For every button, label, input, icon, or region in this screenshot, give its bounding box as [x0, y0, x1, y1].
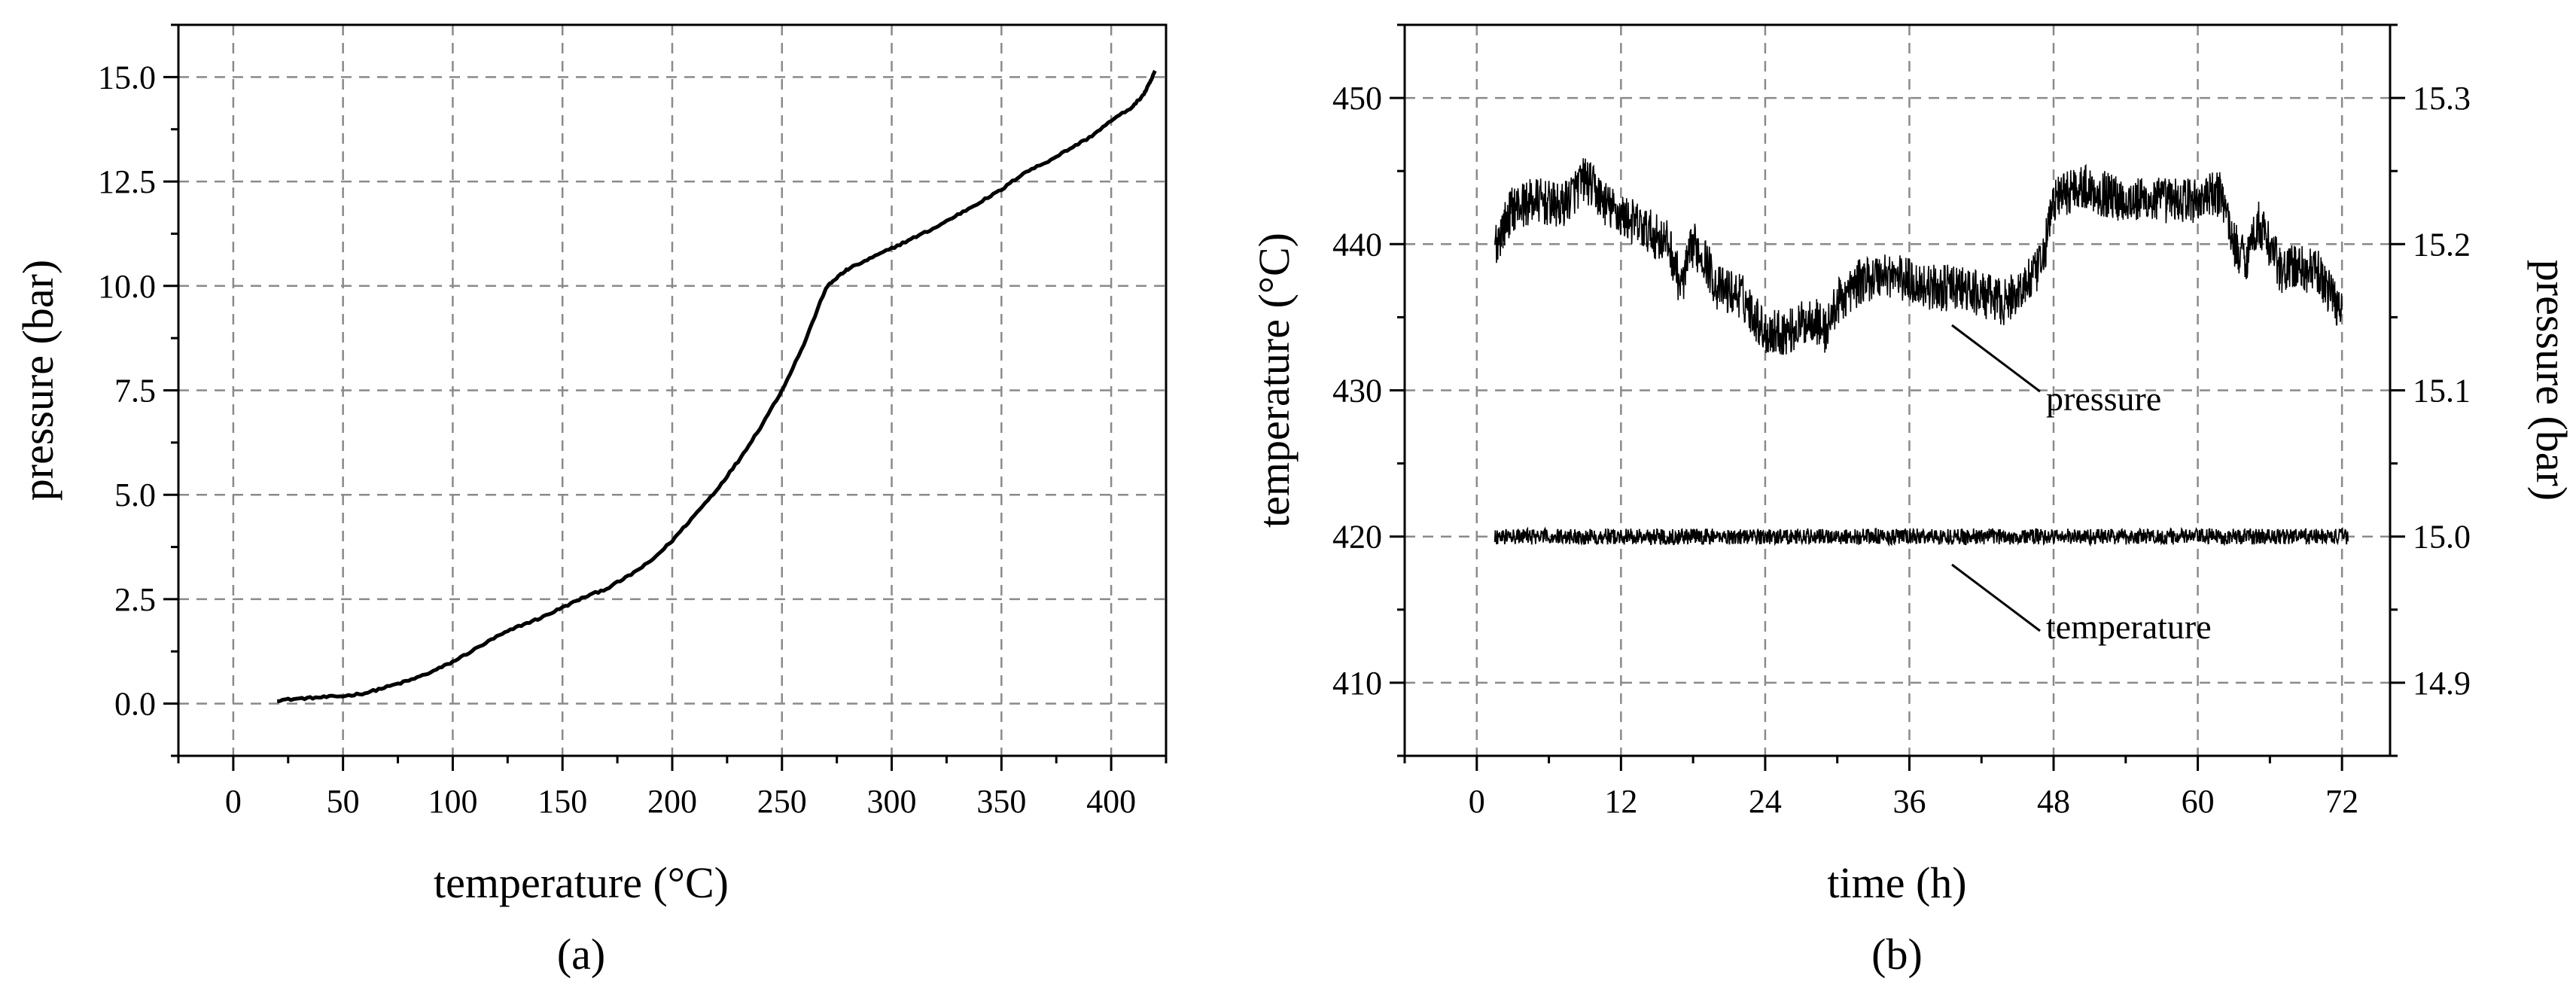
panel-a-y-axis-title: pressure (bar): [14, 260, 62, 501]
panel-b-temperature-leader-line: [1951, 563, 2041, 632]
panel-b-frame: [1403, 23, 2392, 757]
panel-b-y-axis-title: temperature (°C): [1250, 233, 1299, 528]
panel-b-y2-tick-label: 15.2: [2413, 226, 2471, 263]
panel-b-pressure-annotation: pressure: [2046, 379, 2161, 418]
panel-a-y-tick-label: 7.5: [114, 373, 156, 410]
panel-a-y-tick-label: 10.0: [98, 268, 156, 305]
panel-a-y-tick-label: 12.5: [98, 163, 156, 200]
panel-b-label: (b): [1871, 930, 1923, 979]
panel-a-y-tick-label: 15.0: [98, 59, 156, 96]
panel-b-grid: [1405, 25, 2390, 756]
panel-a-y-tick-label: 2.5: [114, 581, 156, 618]
panel-b-annotations: pressure temperature: [1951, 324, 2212, 646]
panel-b-pressure-series-line: [1494, 158, 2343, 355]
panel-b-y-tick-label: 440: [1332, 226, 1382, 263]
panel-a-y-tick-label: 5.0: [114, 477, 156, 513]
panel-b-x-tick-label: 60: [2182, 783, 2215, 820]
panel-a-x-tick-label: 250: [757, 783, 807, 820]
panel-b-y2-tick-label: 14.9: [2413, 665, 2471, 702]
panel-b-ticks: 0 12 24 36 48 60 72 410 420 430 440 450 14.9 15.0 15.1…: [1332, 23, 2471, 820]
panel-a-pressure-series-line: [277, 69, 1157, 703]
panel-a-label: (a): [557, 930, 605, 979]
panel-a-ticks: 0 50 100 150 200 250 300 350 400 0.0 2.5 5.0 7.5 10.0…: [98, 23, 1168, 820]
panel-a-x-tick-label: 100: [428, 783, 477, 820]
panel-b-x-tick-label: 0: [1469, 783, 1485, 820]
panel-a-x-tick-label: 350: [976, 783, 1026, 820]
panel-b-pressure-leader-line: [1951, 324, 2041, 393]
panel-b-x-tick-label: 24: [1749, 783, 1782, 820]
panel-b-y2-axis-title: pressure (bar): [2527, 260, 2576, 501]
panel-b-x-tick-label: 48: [2037, 783, 2070, 820]
panel-a-y-tick-label: 0.0: [114, 686, 156, 723]
panel-b-y2-tick-label: 15.1: [2413, 373, 2471, 410]
panel-b-plot-frame: [1403, 23, 2392, 757]
panel-b-chart: 0 12 24 36 48 60 72 410 420 430 440 450 14.9 15.0 15.1…: [1250, 23, 2576, 979]
panel-a-frame: [177, 23, 1168, 757]
panel-b-y-tick-label: 450: [1332, 80, 1382, 117]
panel-a-x-axis-title: temperature (°C): [434, 858, 729, 907]
panel-a-grid: [178, 25, 1166, 756]
panel-b-y-tick-label: 430: [1332, 373, 1382, 410]
panel-b-temperature-annotation: temperature: [2046, 608, 2212, 646]
panel-a-plot-frame: [177, 23, 1168, 757]
panel-a-x-tick-label: 50: [327, 783, 360, 820]
panel-b-temperature-series-line: [1494, 526, 2349, 547]
panel-a-data: [277, 69, 1157, 703]
panel-b-x-tick-label: 36: [1892, 783, 1926, 820]
panel-b-x-axis-title: time (h): [1827, 858, 1966, 907]
panel-b-y-tick-label: 420: [1332, 519, 1382, 556]
panel-b-data: [1494, 158, 2349, 547]
panel-a-chart: 0 50 100 150 200 250 300 350 400 0.0 2.5 5.0 7.5 10.0…: [14, 23, 1168, 979]
panel-b-x-tick-label: 12: [1604, 783, 1637, 820]
panel-a-x-tick-label: 150: [537, 783, 587, 820]
panel-a-x-tick-label: 0: [225, 783, 242, 820]
panel-a-x-tick-label: 300: [867, 783, 917, 820]
panel-b-x-tick-label: 72: [2325, 783, 2358, 820]
panel-a-x-tick-label: 200: [647, 783, 697, 820]
panel-b-y2-tick-label: 15.0: [2413, 519, 2471, 556]
panel-b-y2-tick-label: 15.3: [2413, 80, 2471, 117]
panel-b-y-tick-label: 410: [1332, 665, 1382, 702]
panel-a-x-tick-label: 400: [1086, 783, 1136, 820]
